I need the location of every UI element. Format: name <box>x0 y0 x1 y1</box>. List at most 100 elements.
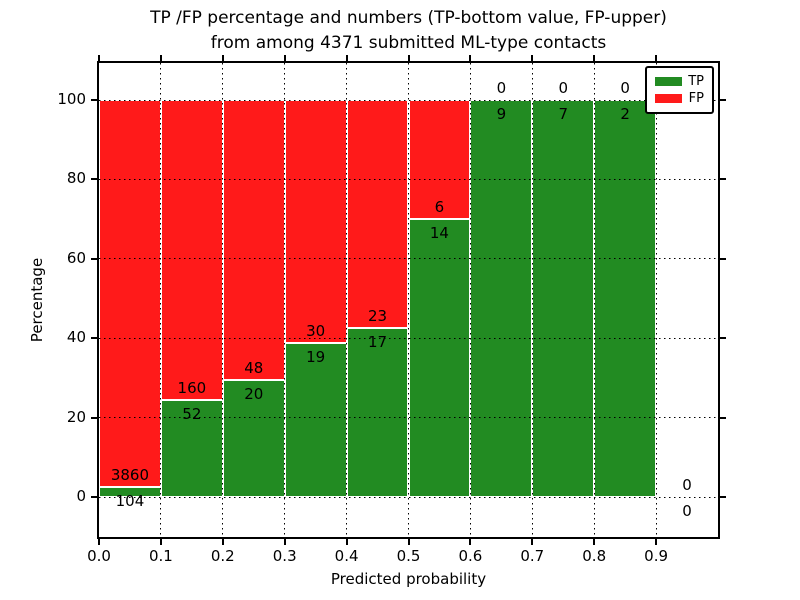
x-axis-title: Predicted probability <box>330 570 487 588</box>
x-tick-mark <box>283 539 286 545</box>
y-tick-mark <box>91 178 97 181</box>
tp-count-label: 14 <box>429 224 449 243</box>
y-tick-label: 80 <box>66 169 86 188</box>
y-tick-label: 100 <box>57 90 86 108</box>
bar-tp-segment <box>160 399 223 497</box>
legend-label-tp: TP <box>688 73 704 89</box>
vertical-gridline <box>346 63 348 537</box>
horizontal-gridline <box>99 337 718 339</box>
legend-swatch-tp-icon <box>655 76 682 86</box>
tp-count-label: 20 <box>244 385 264 404</box>
chart-title-line2: from among 4371 submitted ML-type contac… <box>210 33 607 53</box>
horizontal-gridline <box>99 258 718 260</box>
fp-count-label: 0 <box>620 79 630 97</box>
x-tick-mark <box>593 539 596 545</box>
horizontal-gridline <box>99 496 718 498</box>
tp-count-label: 52 <box>182 404 202 423</box>
x-tick-label: 0.1 <box>148 547 173 565</box>
y-tick-mark-right <box>720 337 726 340</box>
fp-count-label: 0 <box>558 79 569 97</box>
y-tick-label: 60 <box>66 248 86 267</box>
tp-count-label: 19 <box>306 348 326 367</box>
x-tick-label: 0.3 <box>272 547 297 565</box>
x-tick-mark <box>407 539 410 545</box>
y-tick-mark-right <box>720 496 726 498</box>
x-tick-label: 0.9 <box>644 547 669 565</box>
x-tick-mark <box>531 539 534 545</box>
tp-count-label: 17 <box>368 333 388 352</box>
fp-count-label: 23 <box>368 307 388 326</box>
y-tick-mark-right <box>720 178 726 181</box>
y-tick-label: 20 <box>66 407 86 426</box>
bar-fp-segment <box>99 100 161 487</box>
plot-area <box>97 61 720 539</box>
bar-tp-segment <box>594 100 657 497</box>
bar-fp-segment <box>346 100 409 329</box>
x-tick-mark <box>221 539 224 545</box>
bar-tp-segment <box>408 219 471 497</box>
tp-count-label: 104 <box>115 491 145 510</box>
legend-swatch-fp-icon <box>655 94 682 104</box>
x-tick-mark-top <box>221 55 224 61</box>
tp-count-label: 7 <box>558 105 569 123</box>
fp-count-label: 3860 <box>110 465 150 484</box>
x-tick-mark-top <box>98 55 100 61</box>
y-tick-mark-right <box>720 416 726 419</box>
x-tick-mark <box>98 539 100 545</box>
x-tick-mark-top <box>283 55 286 61</box>
chart-title: TP /FP percentage and numbers (TP-bottom… <box>99 6 718 56</box>
x-tick-label: 0.7 <box>520 547 545 565</box>
vertical-gridline <box>531 63 533 537</box>
chart-title-line1: TP /FP percentage and numbers (TP-bottom… <box>150 8 667 28</box>
horizontal-gridline <box>99 417 718 419</box>
vertical-gridline <box>408 63 409 537</box>
fp-count-label: 48 <box>244 359 264 378</box>
legend-item-fp: FP <box>655 91 704 106</box>
x-tick-label: 0.4 <box>334 547 359 565</box>
bar-tp-segment <box>284 343 347 497</box>
legend-label-fp: FP <box>688 91 704 107</box>
x-tick-mark <box>159 539 162 545</box>
x-tick-label: 0.0 <box>87 547 111 565</box>
x-tick-label: 0.2 <box>210 547 235 565</box>
x-tick-mark <box>469 539 472 545</box>
tp-count-label: 9 <box>496 105 507 123</box>
vertical-gridline <box>222 63 224 537</box>
tp-count-label: 2 <box>620 105 630 123</box>
x-tick-label: 0.5 <box>396 547 421 565</box>
x-tick-mark-top <box>531 55 534 61</box>
vertical-gridline <box>593 63 595 537</box>
y-tick-label: 40 <box>66 328 86 347</box>
bar-tp-segment <box>532 100 595 497</box>
x-tick-mark <box>655 539 658 545</box>
y-tick-mark <box>91 337 97 340</box>
x-tick-mark-top <box>593 55 596 61</box>
y-tick-mark <box>91 99 97 101</box>
x-tick-label: 0.8 <box>582 547 607 565</box>
x-tick-mark-top <box>159 55 162 61</box>
fp-count-label: 30 <box>306 322 326 341</box>
vertical-gridline <box>160 63 162 537</box>
x-tick-mark-top <box>407 55 410 61</box>
bar-fp-segment <box>160 100 223 400</box>
vertical-gridline <box>284 63 286 537</box>
legend: TP FP <box>645 66 714 114</box>
vertical-gridline <box>469 63 471 537</box>
y-tick-mark <box>91 496 97 498</box>
y-tick-label: 0 <box>76 487 86 505</box>
y-tick-mark <box>91 416 97 419</box>
legend-item-tp: TP <box>655 74 704 89</box>
x-tick-label: 0.6 <box>458 547 483 565</box>
horizontal-gridline <box>99 178 718 180</box>
bar-tp-segment <box>470 100 533 497</box>
vertical-gridline <box>655 63 657 537</box>
fp-count-label: 0 <box>496 79 507 97</box>
bar-tp-segment <box>346 328 409 497</box>
fp-count-label: 6 <box>434 198 445 217</box>
x-tick-mark-top <box>345 55 348 61</box>
y-tick-mark-right <box>720 99 726 101</box>
x-tick-mark-top <box>655 55 658 61</box>
fp-count-label: 160 <box>177 378 207 397</box>
y-tick-mark-right <box>720 257 726 260</box>
